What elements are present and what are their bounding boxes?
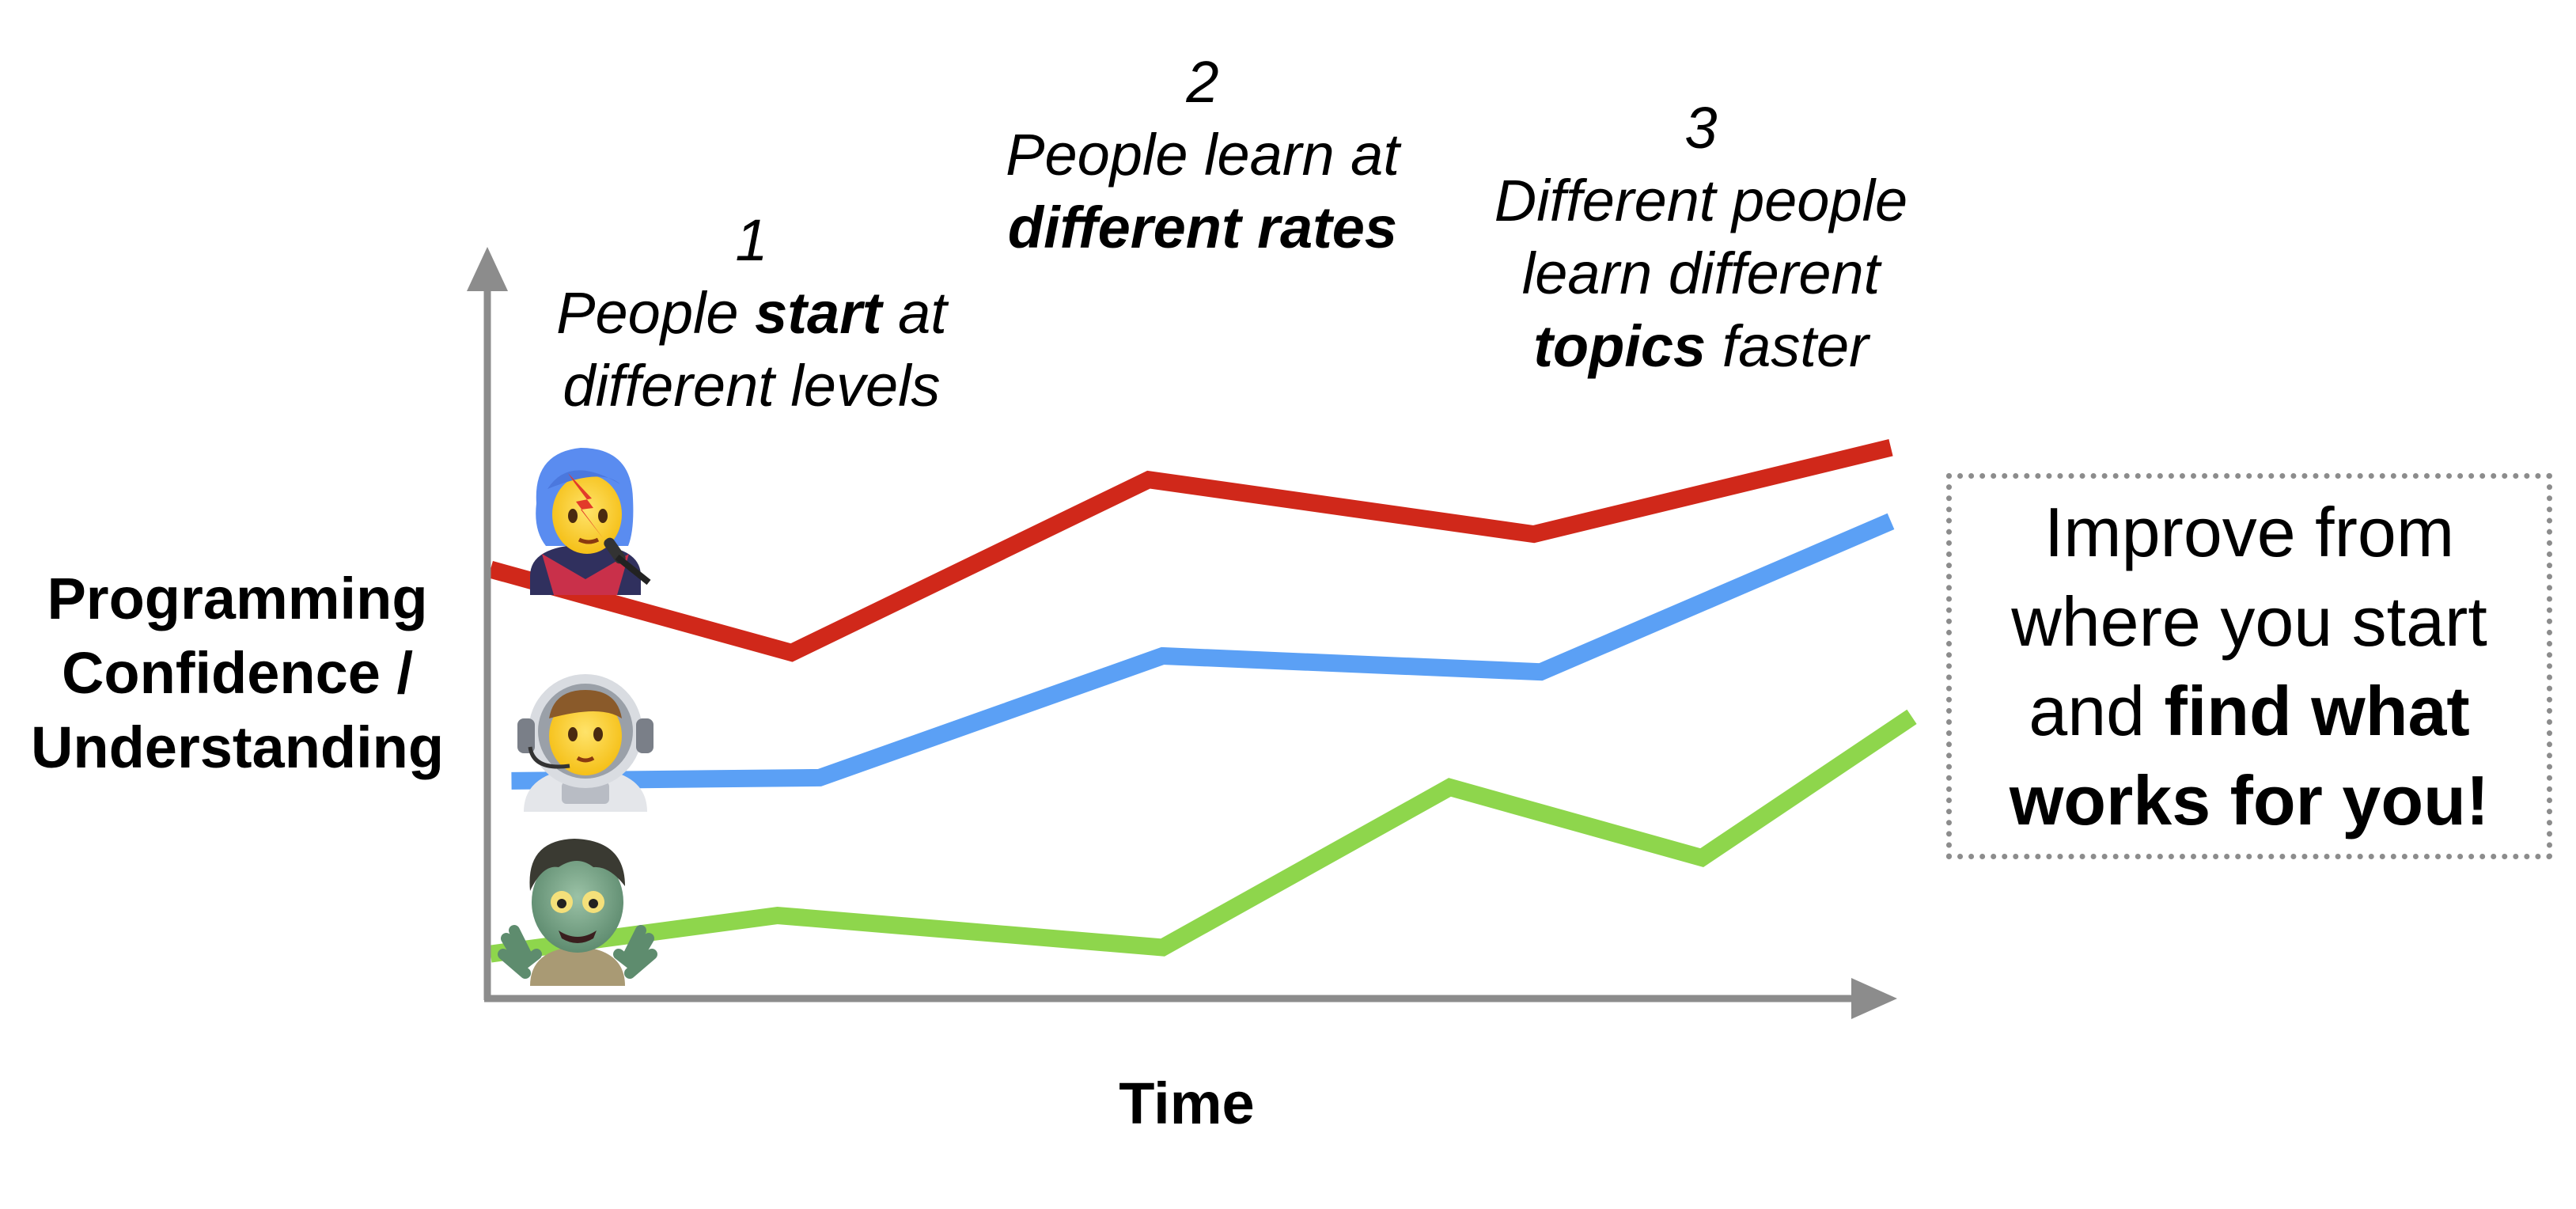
- callout-box: Improve from where you start and find wh…: [1946, 473, 2552, 859]
- singer-emoji-icon: [530, 448, 651, 595]
- x-axis-arrowhead: [1851, 978, 1897, 1019]
- annotation-1-number: 1: [735, 207, 768, 273]
- series-line-singer: [488, 439, 1893, 662]
- series-layer: [488, 439, 1917, 963]
- annotation-3-number: 3: [1684, 95, 1718, 161]
- annotation-1: 1 People start at different levels: [459, 204, 1044, 423]
- annotation-1-bold: start: [755, 280, 882, 346]
- series-line-zombie: [489, 709, 1917, 963]
- annotation-2-number: 2: [1186, 49, 1219, 115]
- annotation-2-line2: People learn at: [1006, 122, 1400, 188]
- annotation-1-line3: different levels: [563, 353, 941, 419]
- annotation-3-line2: Different people: [1494, 168, 1908, 233]
- annotation-1-line2: People start at: [556, 280, 947, 346]
- callout-text: Improve from where you start and find wh…: [2009, 493, 2490, 839]
- axes: [467, 247, 1897, 1019]
- annotation-3-line4: topics faster: [1533, 313, 1869, 379]
- x-axis-label: Time: [1119, 1071, 1255, 1136]
- annotation-2-bold: different rates: [1007, 195, 1398, 260]
- series-line-astronaut: [511, 513, 1895, 790]
- annotation-3: 3 Different people learn different topic…: [1424, 92, 1978, 383]
- astronaut-emoji-icon: [517, 674, 653, 812]
- annotation-2: 2 People learn at different rates: [926, 46, 1479, 264]
- y-axis-label: Programming Confidence / Understanding: [30, 566, 445, 780]
- annotation-3-line3: learn different: [1521, 241, 1881, 306]
- annotation-3-bold: topics: [1533, 313, 1707, 379]
- zombie-emoji-icon: [498, 839, 657, 986]
- y-axis-arrowhead: [467, 247, 508, 291]
